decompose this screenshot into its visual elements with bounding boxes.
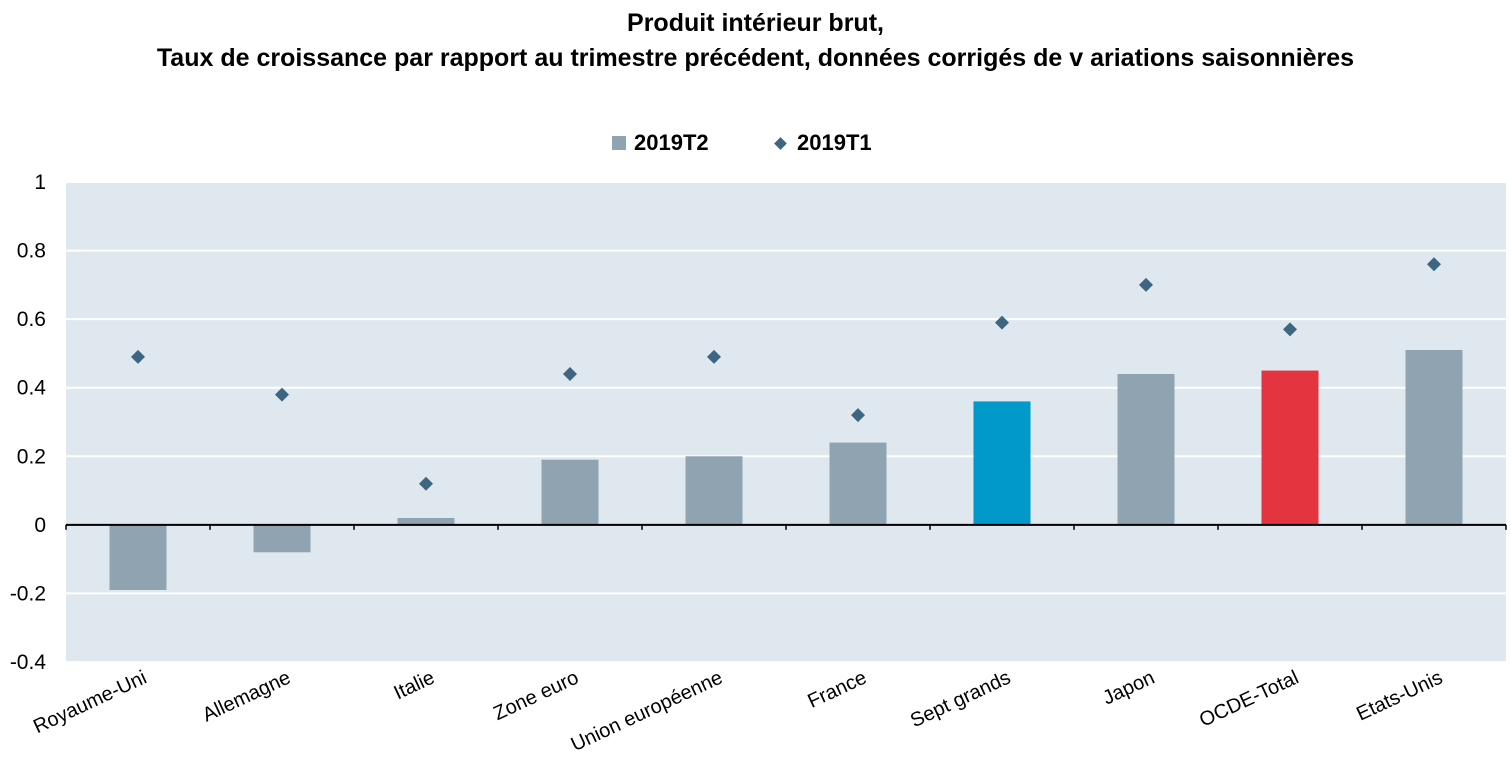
x-category-label: Sept grands xyxy=(907,667,1014,733)
diamond-marker xyxy=(419,476,433,491)
x-category-label: France xyxy=(804,667,870,713)
diamond-marker xyxy=(563,367,577,381)
y-tick-label: 0.4 xyxy=(17,377,47,400)
bar xyxy=(973,401,1031,525)
bar xyxy=(109,524,167,590)
x-category-label: Union européenne xyxy=(568,667,726,756)
chart-subtitle: Taux de croissance par rapport au trimes… xyxy=(156,44,1355,72)
bar xyxy=(397,518,455,525)
legend-swatch-bar xyxy=(612,136,626,150)
legend-item-2019t1: 2019T1 xyxy=(774,128,872,158)
bar xyxy=(541,459,599,525)
diamond-marker xyxy=(1139,277,1153,292)
diamond-marker xyxy=(275,387,289,402)
legend-label-2019t1: 2019T1 xyxy=(797,130,872,155)
x-category-label: Etats-Unis xyxy=(1353,667,1446,726)
y-tick-label: -0.2 xyxy=(10,582,46,605)
diamond-marker xyxy=(707,349,721,364)
diamond-marker xyxy=(1283,322,1297,337)
diamond-marker xyxy=(995,315,1009,330)
legend-label-2019t2: 2019T2 xyxy=(634,130,709,155)
chart-title: Produit intérieur brut, xyxy=(627,9,884,37)
bar xyxy=(829,442,887,525)
diamond-marker xyxy=(131,349,145,364)
y-tick-label: 0 xyxy=(34,514,46,537)
legend-item-2019t2: 2019T2 xyxy=(612,128,709,158)
x-category-label: Allemagne xyxy=(199,667,294,727)
x-category-label: Italie xyxy=(391,667,439,705)
y-tick-label: -0.4 xyxy=(10,651,47,674)
y-tick-label: 1 xyxy=(34,171,46,194)
legend: 2019T2 2019T1 xyxy=(0,128,1511,158)
bar xyxy=(1405,350,1463,525)
y-tick-label: 0.8 xyxy=(17,240,46,263)
bar xyxy=(685,456,743,525)
bar xyxy=(253,524,311,553)
diamond-marker xyxy=(851,408,865,423)
x-category-label: Royaume-Uni xyxy=(30,667,150,739)
y-tick-label: 0.2 xyxy=(17,445,46,468)
diamond-marker xyxy=(1427,257,1441,272)
x-category-label: Japon xyxy=(1099,667,1158,710)
x-category-label: Zone euro xyxy=(490,667,582,725)
x-category-label: OCDE-Total xyxy=(1196,667,1302,732)
bar xyxy=(1117,374,1175,525)
y-tick-label: 0.6 xyxy=(17,308,46,331)
bar xyxy=(1261,370,1319,525)
